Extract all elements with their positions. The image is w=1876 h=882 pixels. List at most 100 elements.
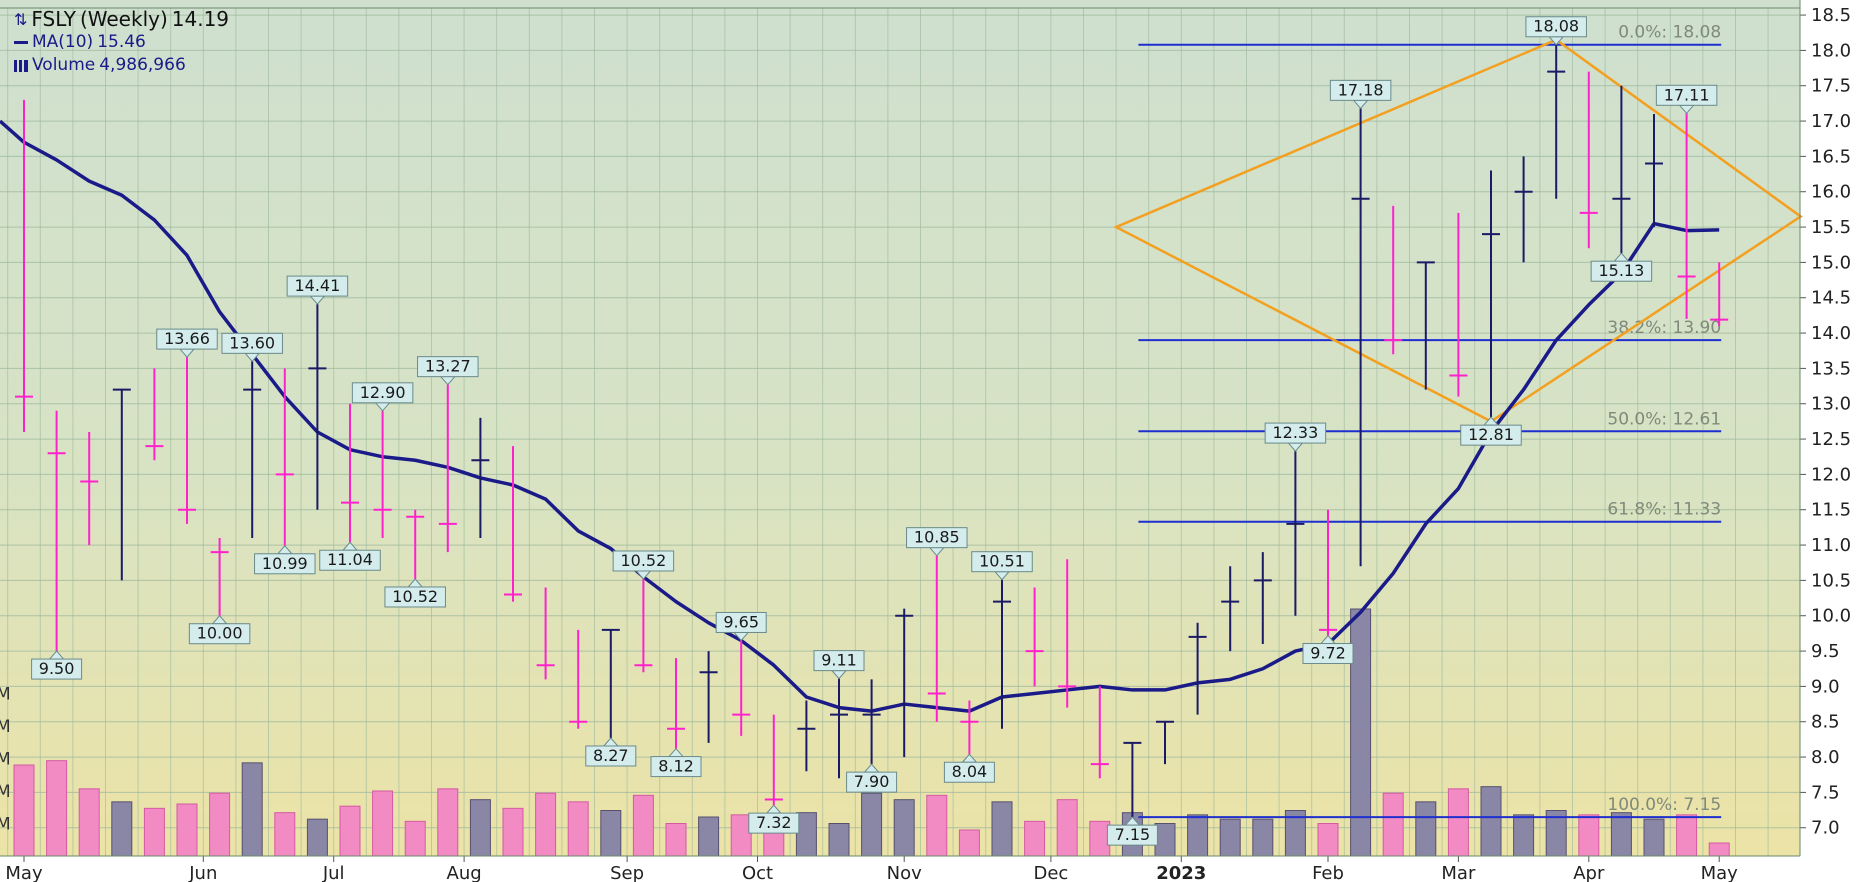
volume-bar: [567, 801, 589, 857]
price-label-text: 7.32: [756, 813, 792, 832]
price-label: 13.27: [417, 356, 479, 386]
price-label-box: [1106, 824, 1158, 846]
legend-ma-value: 15.46: [97, 32, 146, 52]
volume-bar: [1513, 814, 1535, 857]
price-label: 9.72: [1302, 634, 1354, 665]
volume-tick-label: M: [0, 782, 11, 802]
ohlc-bar: [1677, 113, 1696, 319]
ohlc-bar: [927, 555, 946, 722]
volume-tick-label: M: [0, 717, 11, 737]
y-tick-label: 8.5: [1811, 712, 1840, 733]
x-tick-label: May: [1701, 863, 1739, 882]
volume-bar: [828, 823, 850, 857]
volume-bar: [404, 820, 426, 857]
ohlc-bar: [341, 403, 359, 543]
price-label-text: 8.27: [593, 746, 629, 765]
chart-legend: ⇅ FSLY (Weekly) 14.19 MA(10) 15.46 Volum…: [14, 8, 229, 77]
price-label: 7.90: [846, 763, 898, 793]
volume-bar: [339, 805, 361, 857]
y-tick-label: 7.0: [1811, 818, 1840, 839]
price-label: 7.15: [1106, 816, 1158, 846]
volume-bar: [1089, 820, 1111, 857]
price-label-text: 9.72: [1310, 644, 1346, 663]
ohlc-bar: [1286, 451, 1305, 616]
volume-bar: [1643, 818, 1665, 857]
ohlc-bar: [1645, 114, 1663, 228]
price-label-box: [188, 623, 251, 645]
x-tick-label: Jul: [322, 863, 345, 882]
x-tick-label: Apr: [1573, 863, 1605, 882]
volume-bar: [698, 816, 720, 857]
price-label-text: 11.04: [327, 550, 373, 569]
y-tick-label: 13.0: [1811, 394, 1851, 415]
legend-ma-label: MA(10): [32, 32, 94, 52]
x-tick-label: May: [5, 863, 43, 882]
ohlc-bar: [1319, 509, 1337, 636]
ohlc-bar: [275, 368, 294, 546]
volume-bar: [372, 790, 394, 857]
price-label: 10.85: [906, 527, 968, 557]
y-tick-label: 7.5: [1811, 782, 1840, 803]
price-label-box: [715, 611, 767, 633]
volume-bar: [143, 807, 165, 857]
ohlc-bar: [80, 432, 99, 546]
y-tick-label: 11.5: [1811, 500, 1851, 521]
volume-bar: [1610, 812, 1632, 857]
ohlc-bar: [1025, 587, 1044, 687]
volume-bar: [502, 807, 524, 857]
price-label-text: 10.99: [262, 554, 308, 573]
y-tick-label: 14.0: [1811, 323, 1851, 344]
sort-arrows-icon[interactable]: ⇅: [14, 10, 28, 29]
ohlc-bar: [1612, 85, 1631, 254]
volume-bar: [1219, 818, 1241, 857]
price-label-text: 17.18: [1338, 80, 1384, 99]
ohlc-bar: [1090, 686, 1109, 779]
ohlc-bar: [47, 410, 66, 652]
price-label-text: 10.52: [392, 587, 438, 606]
x-tick-label: 2023: [1156, 863, 1206, 882]
ohlc-bar: [308, 304, 327, 510]
price-label-box: [1329, 79, 1392, 101]
price-bars: [15, 44, 1729, 818]
price-label-box: [650, 756, 702, 778]
price-label-text: 15.13: [1598, 261, 1644, 280]
ohlc-bar: [471, 417, 490, 538]
price-label-box: [286, 275, 349, 297]
ohlc-bar: [569, 629, 588, 729]
volume-bars-icon: [14, 59, 28, 72]
ohlc-bar: [1514, 156, 1533, 263]
volume-bar: [1578, 814, 1600, 857]
ohlc-bar: [1351, 108, 1370, 567]
volume-bar: [958, 829, 980, 857]
volume-bar: [78, 788, 100, 857]
price-label-box: [813, 650, 865, 672]
x-tick-label: Aug: [447, 863, 482, 882]
price-label-box: [1525, 16, 1587, 38]
ohlc-bar: [1156, 720, 1174, 765]
price-label-box: [748, 812, 800, 834]
volume-bar: [1350, 608, 1372, 857]
price-label-box: [417, 356, 479, 378]
ohlc-bar: [1579, 71, 1598, 249]
fibonacci-levels: 0.0%: 18.08 38.2%: 13.90 50.0%: 12.61 61.8%…: [1138, 23, 1722, 819]
price-label-box: [1590, 260, 1653, 282]
legend-period: (Weekly): [79, 7, 168, 31]
ohlc-bar: [960, 700, 979, 755]
volume-bar: [1382, 792, 1404, 857]
ohlc-bar: [797, 700, 816, 772]
volume-bar: [111, 801, 133, 857]
price-label-box: [612, 550, 675, 572]
price-label-text: 13.27: [425, 357, 471, 376]
y-tick-label: 17.5: [1811, 76, 1851, 97]
fib-level-label: 0.0%: 18.08: [1618, 23, 1721, 43]
ohlc-bar: [1221, 566, 1240, 652]
price-label: 17.11: [1655, 84, 1718, 115]
price-label: 15.13: [1590, 252, 1653, 282]
y-tick-label: 12.0: [1811, 464, 1851, 485]
price-label: 12.33: [1264, 422, 1327, 452]
price-label: 7.32: [748, 804, 800, 834]
ohlc-bar: [1547, 44, 1566, 199]
volume-bar: [437, 788, 459, 857]
volume-tick-label: M: [0, 685, 11, 705]
price-label-text: 18.08: [1533, 17, 1579, 36]
